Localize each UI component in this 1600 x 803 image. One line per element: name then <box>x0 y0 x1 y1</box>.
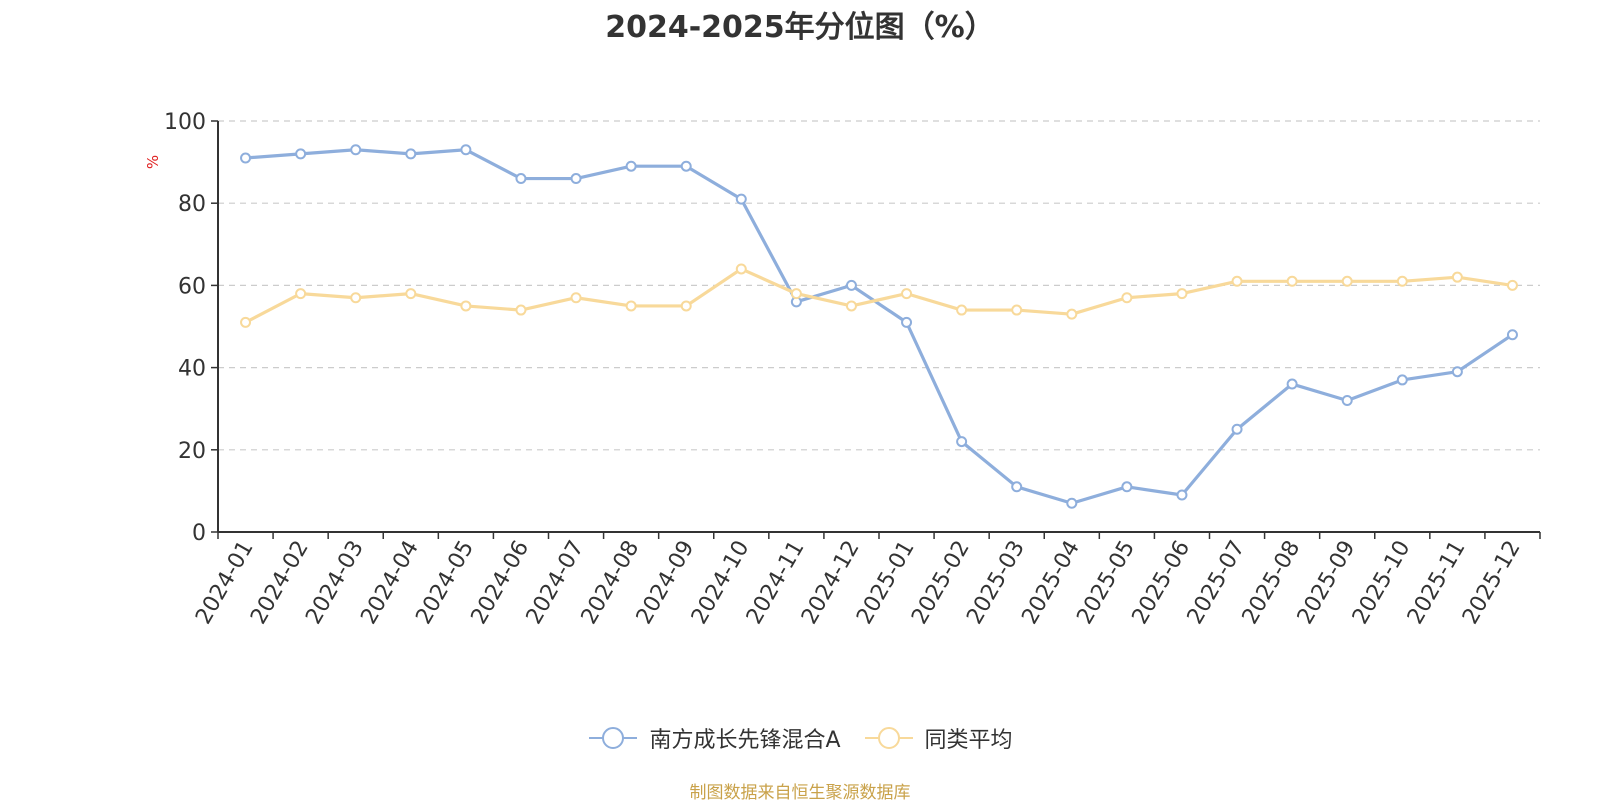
series-1-point <box>1396 275 1408 287</box>
series-0-point <box>1011 481 1023 493</box>
series-1-point <box>1121 292 1133 304</box>
series-1-point <box>295 288 307 300</box>
grid-lines <box>218 120 1540 451</box>
legend: 南方成长先锋混合A 同类平均 <box>0 722 1600 754</box>
series-line-1 <box>244 267 1513 324</box>
series-0-point <box>625 160 637 172</box>
legend-item-average[interactable]: 同类平均 <box>863 722 1013 754</box>
series-0-point <box>240 152 252 164</box>
series-1-point <box>680 300 692 312</box>
series-0-point <box>845 279 857 291</box>
source-note: 制图数据来自恒生聚源数据库 <box>689 783 911 803</box>
y-tick-label: 60 <box>178 274 206 299</box>
legend-marker-average <box>864 727 913 749</box>
series-1-point <box>570 292 582 304</box>
series-line-0 <box>245 148 1514 505</box>
y-axis-unit-label: % <box>144 155 162 169</box>
y-tick-label: 20 <box>178 439 206 464</box>
series-1-point <box>1011 304 1023 316</box>
series-1-point <box>1506 279 1518 291</box>
series-0-point <box>956 436 968 448</box>
series-0-point <box>1176 489 1188 501</box>
y-tick-label: 40 <box>178 357 206 382</box>
series-1-point <box>1341 275 1353 287</box>
series-1-point <box>1176 288 1188 300</box>
legend-marker-fund <box>589 727 638 749</box>
series-layer <box>240 144 1518 509</box>
series-1-point <box>460 300 472 312</box>
series-0-point <box>901 316 913 328</box>
series-1-point <box>350 292 362 304</box>
series-1-point <box>845 300 857 312</box>
series-1-point <box>625 300 637 312</box>
y-tick-label: 80 <box>178 192 206 217</box>
series-0-point <box>1286 378 1298 390</box>
series-1-point <box>790 288 802 300</box>
series-1-point <box>240 316 252 328</box>
series-0-point <box>735 193 747 205</box>
series-0-point <box>1396 374 1408 386</box>
series-1-point <box>735 263 747 275</box>
series-0-point <box>1341 394 1353 406</box>
legend-item-fund[interactable]: 南方成长先锋混合A <box>587 722 841 754</box>
series-0-point <box>350 144 362 156</box>
series-1-point <box>1231 275 1243 287</box>
legend-label-average: 同类平均 <box>924 728 1013 753</box>
series-1-point <box>901 288 913 300</box>
series-1-point <box>515 304 527 316</box>
axes: 0204060801002024-012024-022024-032024-04… <box>164 110 1541 629</box>
series-1-point <box>956 304 968 316</box>
series-1-point <box>1066 308 1078 320</box>
y-tick-label: 100 <box>164 110 206 135</box>
series-0-point <box>1231 423 1243 435</box>
series-1-point <box>405 288 417 300</box>
series-0-point <box>570 173 582 185</box>
series-0-point <box>1066 497 1078 509</box>
series-0-point <box>295 148 307 160</box>
series-0-point <box>405 148 417 160</box>
y-tick-label: 0 <box>192 521 206 546</box>
legend-label-fund: 南方成长先锋混合A <box>649 728 841 753</box>
chart-title: 2024-2025年分位图（%） <box>605 10 995 45</box>
series-0-point <box>1451 366 1463 378</box>
series-0-point <box>1121 481 1133 493</box>
series-0-point <box>515 173 527 185</box>
series-0-point <box>460 144 472 156</box>
series-1-point <box>1286 275 1298 287</box>
series-1-point <box>1451 271 1463 283</box>
series-0-point <box>680 160 692 172</box>
series-0-point <box>1506 329 1518 341</box>
